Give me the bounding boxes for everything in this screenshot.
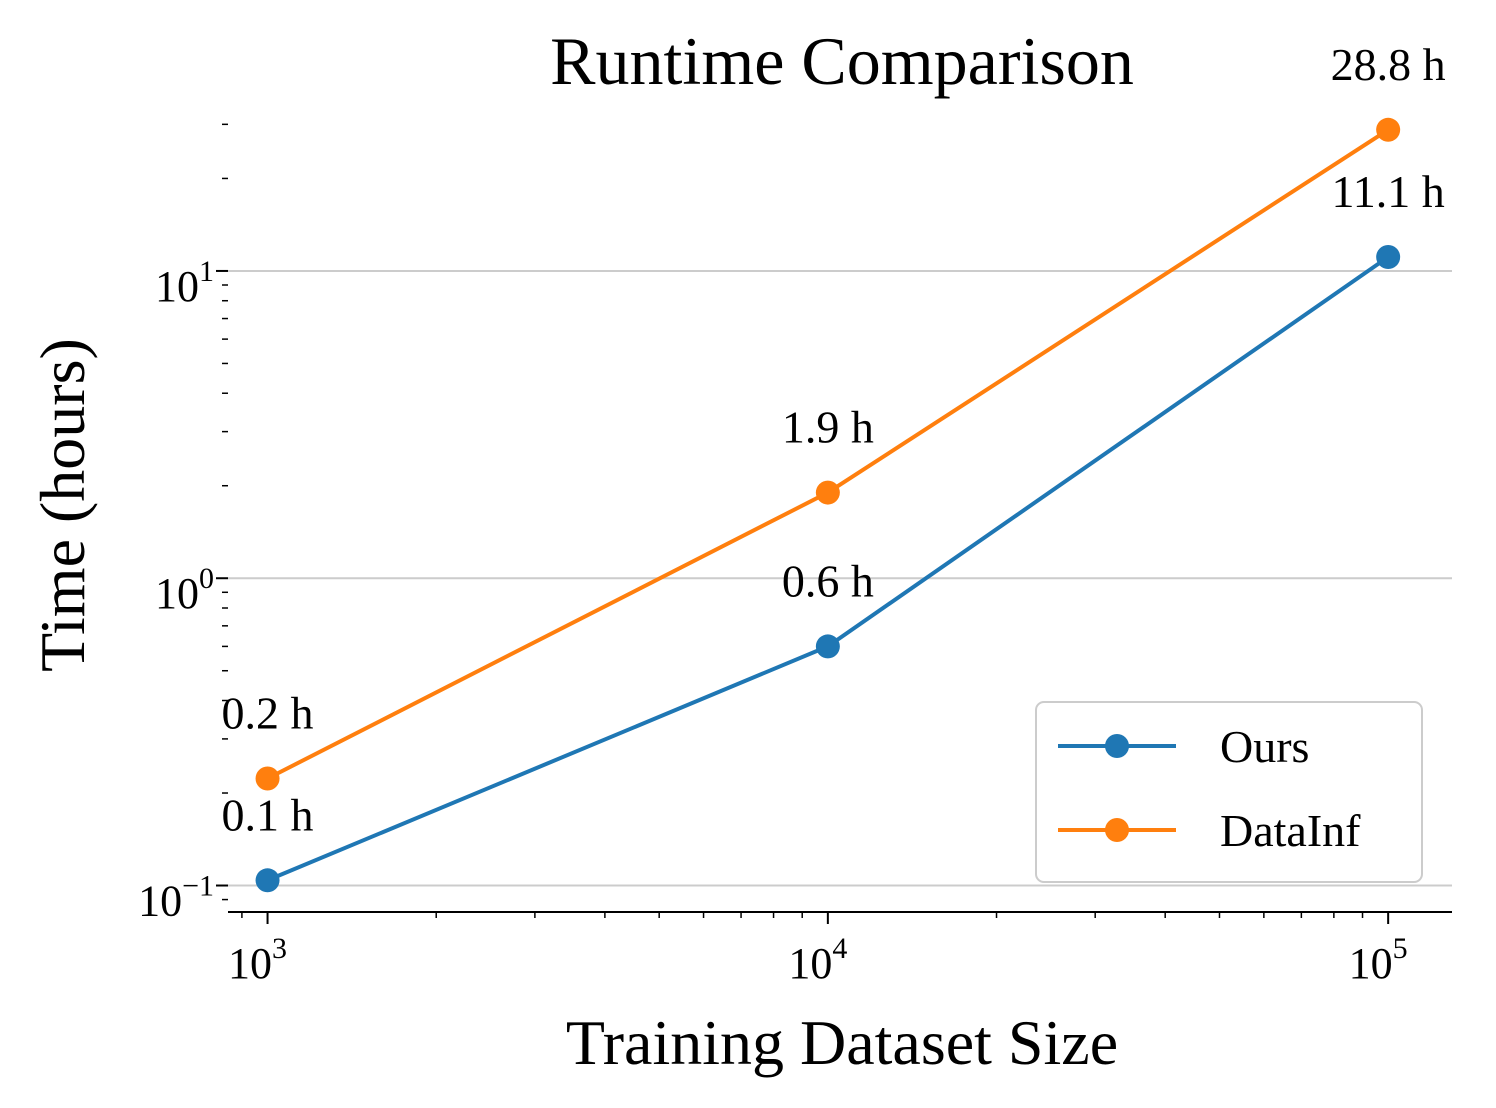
series-point-ours (815, 634, 840, 659)
data-label-ours: 0.6 h (782, 555, 874, 606)
x-tick-label: 105 (1349, 932, 1408, 988)
series-point-datainf (1376, 117, 1401, 142)
series-point-ours (255, 868, 280, 893)
data-labels: 0.1 h 0.6 h 11.1 h 0.2 h 1.9 h 28.8 h (222, 39, 1446, 841)
series-point-datainf (815, 480, 840, 505)
x-tick-label: 104 (788, 932, 847, 988)
x-axis-label: Training Dataset Size (566, 1007, 1118, 1078)
data-label-ours: 11.1 h (1332, 166, 1445, 217)
data-label-ours: 0.1 h (222, 789, 314, 840)
series-layer (255, 117, 1401, 893)
grid-lines (228, 269, 1452, 887)
axes: 103 104 105 10−1 100 101 (138, 123, 1452, 988)
legend-label-ours: Ours (1220, 721, 1309, 772)
data-label-datainf: 1.9 h (782, 402, 874, 453)
legend-marker-datainf (1105, 818, 1129, 842)
legend: Ours DataInf (1035, 701, 1423, 883)
legend-label-datainf: DataInf (1220, 805, 1361, 856)
data-label-datainf: 0.2 h (222, 687, 314, 738)
legend-marker-ours (1105, 734, 1129, 758)
y-tick-label: 101 (155, 255, 214, 311)
series-point-ours (1376, 245, 1401, 270)
x-tick-label: 103 (228, 932, 287, 988)
series-line-datainf (266, 128, 1390, 781)
y-tick-label: 100 (155, 562, 214, 618)
y-axis-label: Time (hours) (27, 338, 98, 672)
data-label-datainf: 28.8 h (1331, 39, 1446, 90)
y-tick-label: 10−1 (138, 870, 214, 926)
series-point-datainf (255, 766, 280, 791)
chart-title: Runtime Comparison (550, 23, 1134, 99)
